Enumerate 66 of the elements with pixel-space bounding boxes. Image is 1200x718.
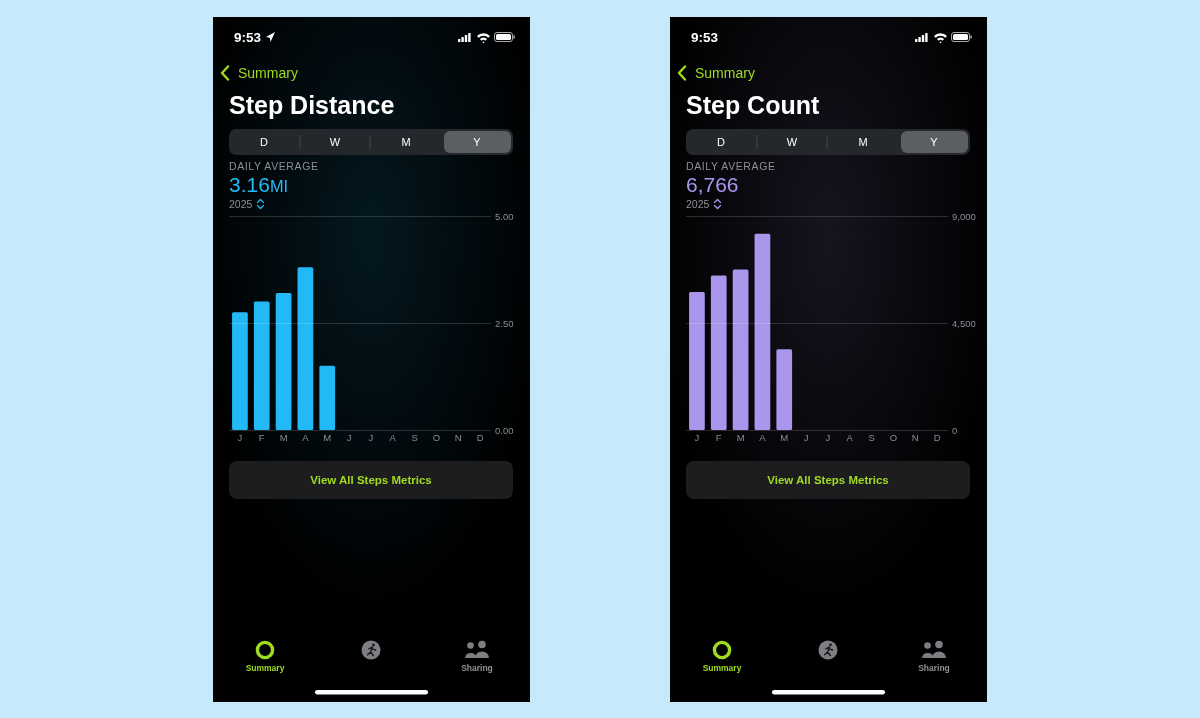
text: DAILY AVERAGE [686,160,776,172]
x-tick-label: A [389,431,397,443]
x-tick-label: S [411,431,418,443]
text: M [858,136,868,148]
x-tick-label: D [476,431,484,443]
text: 6,766 [686,173,739,196]
x-tick-label: A [302,431,310,443]
text: View All Steps Metrics [310,474,432,486]
text: DAILY AVERAGE [229,160,319,172]
x-tick-label: J [368,431,374,443]
x-tick-label: A [759,431,767,443]
text: Y [473,136,482,148]
text: Summary [702,663,742,673]
text: 2025 [686,198,710,210]
bar [710,275,727,430]
x-tick-label: A [846,431,854,443]
text: Summary [238,65,298,81]
x-tick-label: J [825,431,831,443]
x-tick-label: M [323,431,332,443]
y-tick-label: 5.00 [495,210,514,222]
chart-title: Step Count [686,91,820,119]
chart-title: Step Distance [229,91,395,119]
bar [253,301,270,430]
bar [732,269,749,430]
x-tick-label: S [868,431,875,443]
text: 2025 [229,198,253,210]
bar [232,312,248,430]
text: D [260,136,269,148]
bar [319,365,336,430]
text: Y [930,136,939,148]
x-tick-label: M [279,431,288,443]
text: Sharing [918,663,950,673]
x-tick-label: F [715,431,722,443]
text: 9:53 [691,30,719,45]
x-tick-label: N [454,431,462,443]
x-tick-label: N [911,431,919,443]
text: Summary [695,65,755,81]
text: W [329,136,341,148]
text: View All Steps Metrics [767,474,889,486]
text: M [401,136,411,148]
y-tick-label: 2.50 [495,317,514,329]
x-tick-label: O [432,431,441,443]
bar [275,293,292,430]
text: D [717,136,726,148]
x-tick-label: F [258,431,265,443]
y-tick-label: 0.00 [495,424,514,436]
x-tick-label: M [780,431,789,443]
x-tick-label: O [889,431,898,443]
y-tick-label: 9,000 [952,210,976,222]
x-tick-label: D [933,431,941,443]
text: Sharing [461,663,493,673]
bar [754,233,771,430]
x-tick-label: J [237,431,243,443]
text: Summary [245,663,285,673]
y-tick-label: 0 [952,424,958,436]
bar [689,292,705,430]
text: W [786,136,798,148]
bar [297,267,314,430]
text: 3.16MI [229,173,289,196]
y-tick-label: 4,500 [952,317,976,329]
bar [776,349,793,430]
text: 9:53 [234,30,262,45]
x-tick-label: J [803,431,809,443]
x-tick-label: J [694,431,700,443]
x-tick-label: J [346,431,352,443]
x-tick-label: M [736,431,745,443]
